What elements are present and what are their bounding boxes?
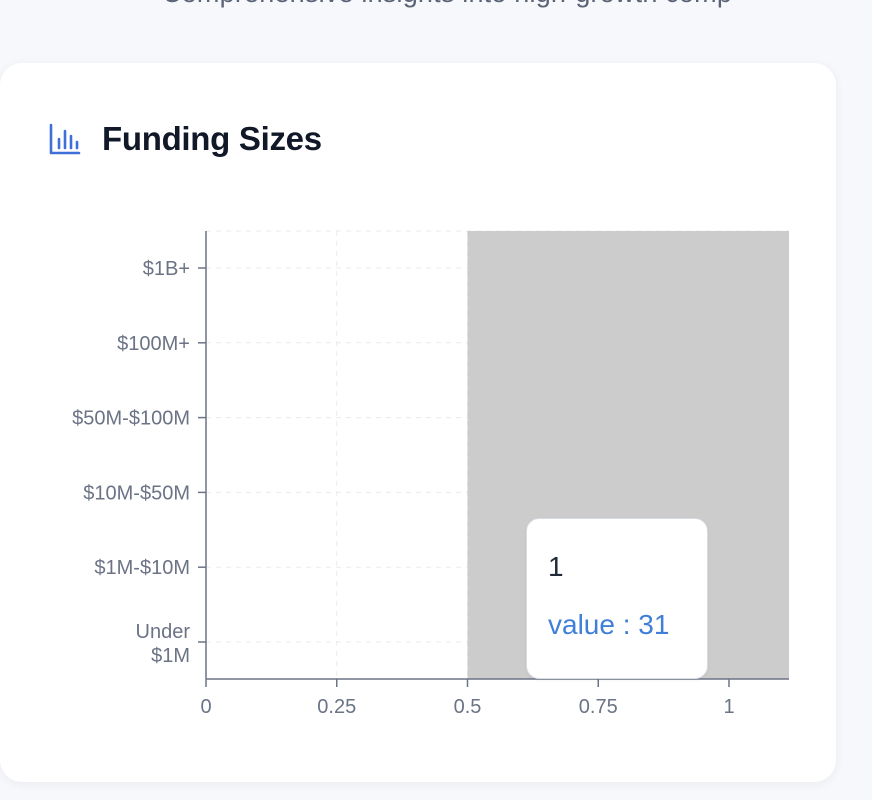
tooltip-label: 1	[548, 551, 564, 582]
bar-chart-icon	[49, 123, 81, 155]
x-tick-label: 0.25	[317, 696, 356, 718]
funding-sizes-chart: $1B+ $100M+ $50M-$100M $10M-$50M $1M-$10M Und…	[0, 63, 836, 782]
y-tick-label-line: Under	[136, 621, 191, 643]
x-tick-label: 0	[200, 696, 211, 718]
page-subtitle: Comprehensive insights into high-growth …	[162, 0, 872, 10]
y-tick-label-line: $1M	[151, 645, 190, 667]
tooltip-value: value : 31	[548, 609, 670, 640]
y-tick-label: $100M+	[117, 333, 190, 355]
chart-tooltip: 1 value : 31	[526, 518, 708, 679]
y-tick-label: $1B+	[143, 258, 190, 280]
y-tick-label: $50M-$100M	[72, 408, 190, 430]
x-tick-label: 1	[723, 696, 734, 718]
x-tick-label: 0.75	[579, 696, 618, 718]
y-tick-label: $1M-$10M	[94, 557, 190, 579]
x-tick-label: 0.5	[454, 696, 482, 718]
axis-layer: $1B+ $100M+ $50M-$100M $10M-$50M $1M-$10M Und…	[72, 231, 789, 718]
chart-svg: $1B+ $100M+ $50M-$100M $10M-$50M $1M-$10M Und…	[72, 230, 789, 718]
y-tick-label: $10M-$50M	[83, 482, 190, 504]
card-header: Funding Sizes	[48, 119, 322, 159]
y-tick-label: Under $1M	[136, 621, 191, 667]
funding-sizes-card: Funding Sizes $1B+ $100M+ $50M-$100M $10M-$…	[0, 63, 836, 782]
card-title: Funding Sizes	[102, 120, 322, 157]
